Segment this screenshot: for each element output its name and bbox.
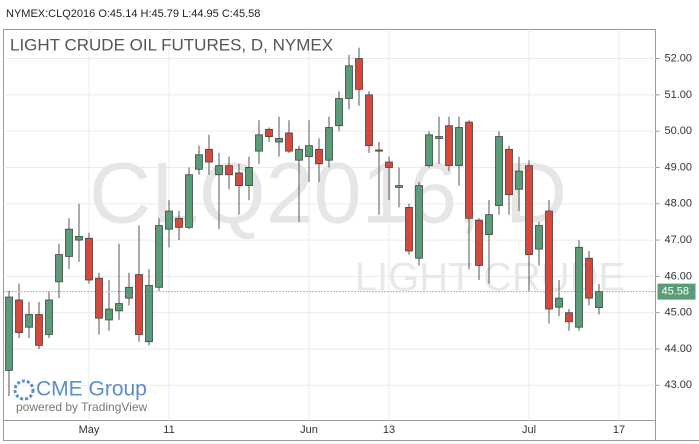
candle-body — [175, 217, 183, 228]
chart-title: LIGHT CRUDE OIL FUTURES, D, NYMEX — [10, 35, 333, 54]
candle-body — [165, 210, 173, 230]
y-tick-label: 47.00 — [665, 234, 693, 246]
candles — [5, 47, 603, 397]
candle-body — [255, 134, 263, 152]
candle-body — [135, 274, 143, 335]
candle-body — [405, 206, 413, 252]
candle-body — [235, 172, 243, 187]
candle-body — [15, 299, 23, 334]
candle-body — [355, 58, 363, 90]
candle-body — [445, 125, 453, 167]
candle-body — [65, 228, 73, 257]
candle-body — [525, 165, 533, 255]
y-tick-label: 43.00 — [665, 379, 693, 391]
candle-body — [395, 185, 403, 188]
candle-body — [105, 308, 113, 321]
logo-subtitle: powered by TradingView — [16, 400, 148, 414]
x-tick-label: 13 — [383, 424, 395, 436]
logo-icon — [13, 379, 35, 401]
candle-body — [35, 314, 43, 346]
y-tick-label: 51.00 — [665, 89, 693, 101]
candle-body — [565, 312, 573, 323]
candle-body — [485, 214, 493, 236]
candle-body — [495, 136, 503, 206]
candle-body — [85, 237, 93, 281]
x-tick-label: May — [79, 424, 100, 436]
y-tick-label: 46.00 — [665, 270, 693, 282]
x-tick-label: Jun — [300, 424, 318, 436]
y-tick-label: 48.00 — [665, 198, 693, 210]
candle-body — [425, 134, 433, 167]
plot-frame — [3, 29, 656, 421]
candle-body — [275, 138, 283, 143]
last-price-box — [657, 283, 696, 300]
candle-body — [215, 165, 223, 176]
candle-body — [385, 161, 393, 168]
candle-body — [55, 254, 63, 283]
y-tick-label: 49.00 — [665, 161, 693, 173]
x-tick-label: 17 — [613, 424, 625, 436]
candle-body — [25, 314, 33, 328]
y-tick-label: 45.00 — [665, 307, 693, 319]
candle-body — [315, 148, 323, 165]
candle-body — [515, 170, 523, 190]
candle-body — [75, 236, 83, 241]
candle-body — [575, 246, 583, 328]
logo-text: CME Group — [36, 378, 147, 401]
last-price-label: 45.58 — [662, 286, 690, 298]
candle-body — [545, 210, 553, 310]
candle-body — [415, 185, 423, 259]
candle-body — [195, 154, 203, 170]
candle-body — [305, 145, 313, 157]
candle-body — [185, 174, 193, 228]
y-tick-label: 50.00 — [665, 125, 693, 137]
candle-body — [465, 121, 473, 219]
candle-body — [585, 257, 593, 299]
x-tick-label: Jul — [522, 424, 536, 436]
candle-body — [5, 296, 13, 371]
candle-body — [365, 94, 373, 147]
candle-body — [555, 297, 563, 308]
candle-body — [505, 148, 513, 196]
candle-body — [265, 128, 273, 137]
logo: CME Group powered by TradingView — [13, 378, 148, 414]
candle-body — [245, 167, 253, 187]
candle-body — [335, 98, 343, 127]
header: NYMEX:CLQ2016 O:45.14 H:45.79 L:44.95 C:… — [6, 8, 260, 20]
candle-body — [155, 225, 163, 288]
candle-body — [45, 299, 53, 335]
candle-body — [115, 303, 123, 312]
y-tick-label: 44.00 — [665, 343, 693, 355]
candle-body — [455, 127, 463, 167]
candle-body — [295, 148, 303, 161]
candle-body — [95, 277, 103, 319]
candle-body — [145, 285, 153, 343]
candle-body — [375, 149, 383, 152]
candle-body — [535, 225, 543, 250]
candle-body — [345, 65, 353, 99]
candle-body — [225, 165, 233, 176]
candle-body — [475, 219, 483, 266]
candle-body — [205, 148, 213, 163]
x-tick-label: 11 — [163, 424, 174, 436]
watermark-subtitle: LIGHT CRUDE — [355, 256, 625, 300]
candle-body — [285, 132, 293, 152]
candle-body — [125, 286, 133, 299]
y-tick-label: 52.00 — [665, 52, 693, 64]
candle-body — [435, 136, 443, 139]
candle-body — [595, 291, 603, 308]
candle-body — [325, 127, 333, 161]
